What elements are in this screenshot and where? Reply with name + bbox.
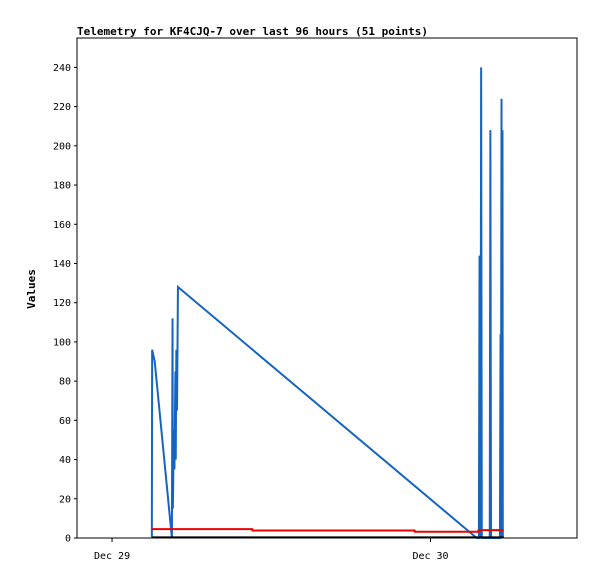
y-tick-label: 140 <box>53 259 71 270</box>
y-axis-title: Values <box>25 269 38 309</box>
y-tick-label: 40 <box>59 455 71 466</box>
y-tick-label: 220 <box>53 102 71 113</box>
series-line-2 <box>151 528 504 533</box>
series-layer <box>150 67 504 539</box>
plot-frame <box>76 37 578 539</box>
y-tick-label: 80 <box>59 377 71 388</box>
x-tick-label: Dec 29 <box>94 551 130 562</box>
y-tick-label: 180 <box>53 181 71 192</box>
y-tick-label: 240 <box>53 63 71 74</box>
x-tick-label: Dec 30 <box>412 551 448 562</box>
chart-title: Telemetry for KF4CJQ-7 over last 96 hour… <box>77 25 428 38</box>
y-tick-label: 120 <box>53 298 71 309</box>
y-tick-label: 60 <box>59 416 71 427</box>
y-tick-label: 100 <box>53 337 71 348</box>
y-tick-label: 160 <box>53 220 71 231</box>
y-tick-label: 0 <box>65 534 71 545</box>
axis-layer: 0 20 40 60 80 100 120 140 160 180 200 220 240 Dec 29 D… <box>53 63 449 562</box>
y-tick-label: 20 <box>59 494 71 505</box>
y-tick-label: 200 <box>53 141 71 152</box>
